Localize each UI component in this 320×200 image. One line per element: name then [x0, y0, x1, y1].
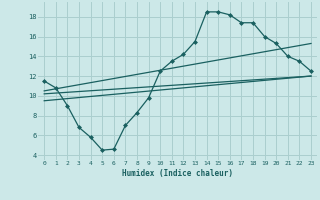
X-axis label: Humidex (Indice chaleur): Humidex (Indice chaleur) — [122, 169, 233, 178]
